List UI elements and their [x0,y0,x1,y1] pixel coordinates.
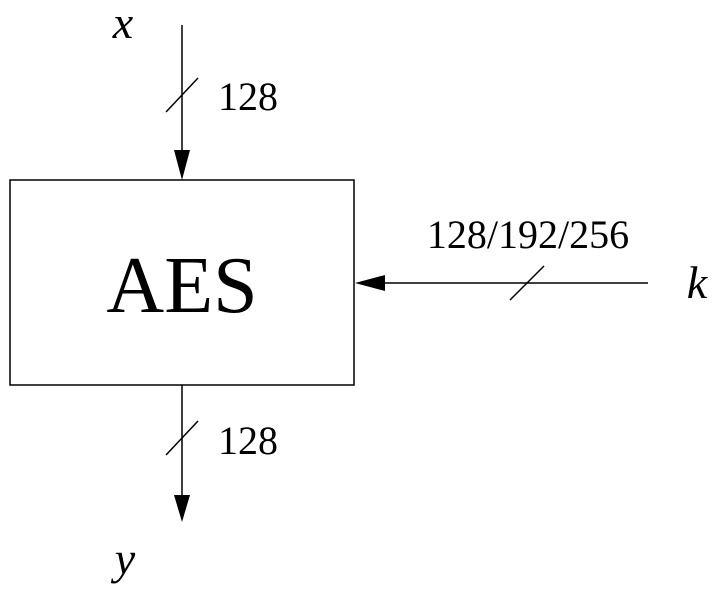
input-variable-label: x [112,0,134,48]
input-arrowhead [174,150,190,180]
input-width-label: 128 [218,74,278,119]
output-width-label: 128 [218,418,278,463]
key-width-slash [509,265,545,301]
aes-block-label: AES [106,242,257,330]
key-arrowhead [355,275,385,291]
input-width-slash [165,77,199,113]
output-variable-label: y [111,533,136,584]
output-arrowhead [174,495,190,522]
key-width-label: 128/192/256 [427,212,629,257]
output-width-slash [165,420,199,456]
key-variable-label: k [687,257,709,308]
